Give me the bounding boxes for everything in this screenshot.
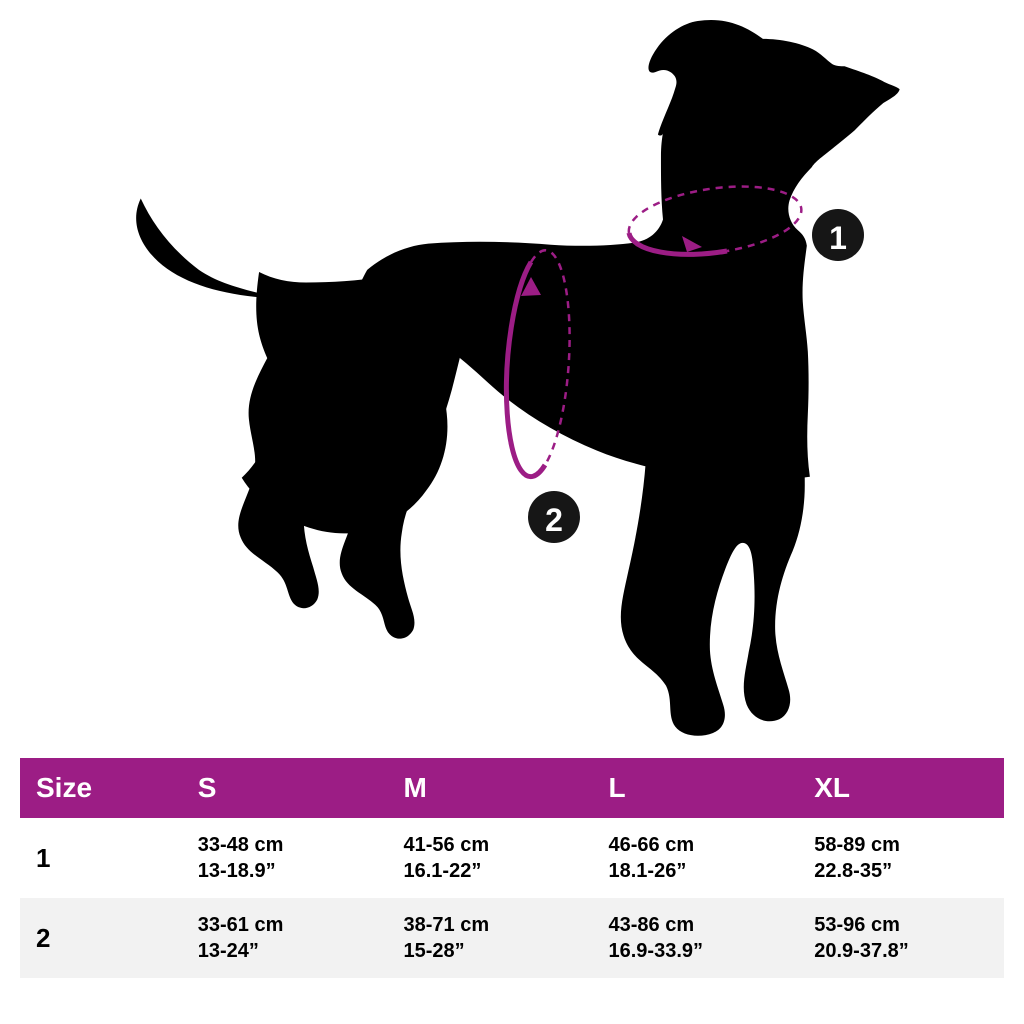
svg-text:1: 1: [829, 220, 847, 256]
svg-text:2: 2: [545, 502, 563, 538]
